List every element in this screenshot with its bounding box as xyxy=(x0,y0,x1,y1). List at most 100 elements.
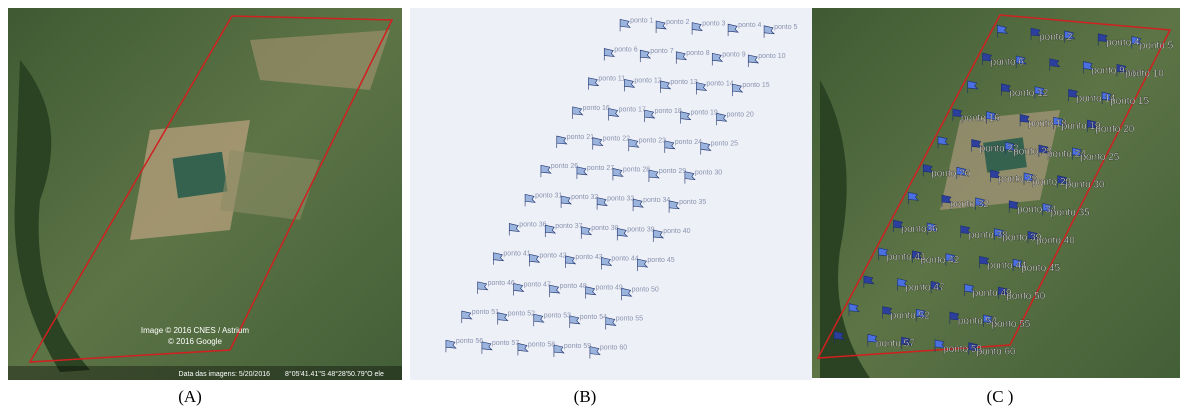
point-label: ponto 45 xyxy=(647,257,674,264)
point-label: ponto 58 xyxy=(528,341,555,348)
point-flag xyxy=(603,48,616,61)
point-flag xyxy=(572,106,584,119)
point-label: ponto 26 xyxy=(551,163,578,170)
point-label: ponto 34 xyxy=(643,197,670,204)
point-label: ponto 20 xyxy=(727,111,754,118)
point-label: ponto 5 xyxy=(774,24,797,31)
point-flag xyxy=(481,341,493,354)
point-flag xyxy=(655,20,667,33)
point-label: ponto 35 xyxy=(1051,208,1090,219)
panel-b xyxy=(410,8,812,380)
point-pin xyxy=(1012,258,1024,272)
point-flag xyxy=(601,257,613,270)
point-flag xyxy=(644,109,656,123)
point-label: ponto 24 xyxy=(1047,149,1086,160)
point-pin xyxy=(982,52,994,66)
point-label: ponto 37 xyxy=(555,223,582,230)
point-label: ponto 4 xyxy=(738,22,761,29)
image-credit: Data das imagens: 5/20/2016 xyxy=(179,371,271,378)
point-pin xyxy=(983,314,995,327)
point-flag xyxy=(565,255,577,268)
point-pin xyxy=(1030,27,1042,41)
point-flag xyxy=(556,135,568,149)
point-flag xyxy=(493,252,505,265)
point-pin xyxy=(1049,58,1061,71)
point-label: ponto 23 xyxy=(639,137,666,144)
point-pin xyxy=(878,247,890,260)
point-pin xyxy=(964,283,976,297)
point-label: ponto 21 xyxy=(567,134,594,141)
point-flag xyxy=(461,310,473,324)
point-label: ponto 16 xyxy=(961,113,1000,124)
panel-caption: (A) xyxy=(178,387,202,406)
point-flag xyxy=(560,195,572,208)
point-flag xyxy=(553,344,565,358)
point-label: ponto 60 xyxy=(600,345,627,352)
point-label: ponto 33 xyxy=(607,196,634,203)
point-label: ponto 2 xyxy=(666,19,689,26)
point-pin xyxy=(979,256,991,269)
point-label: ponto 2 xyxy=(1039,32,1073,43)
point-pin xyxy=(926,222,938,235)
point-flag xyxy=(544,224,557,238)
point-label: ponto 23 xyxy=(1013,146,1052,157)
point-flag xyxy=(639,49,652,63)
point-label: ponto 4 xyxy=(1106,38,1140,49)
point-label: ponto 1 xyxy=(630,17,653,24)
point-flag xyxy=(628,138,640,152)
point-label: ponto 28 xyxy=(998,174,1037,185)
point-pin xyxy=(941,194,953,208)
point-pin xyxy=(1038,144,1050,158)
point-label: ponto 32 xyxy=(950,199,989,210)
point-label: ponto 10 xyxy=(1125,68,1164,79)
point-label: ponto 57 xyxy=(876,338,915,349)
point-label: ponto 45 xyxy=(1021,263,1060,274)
point-pin xyxy=(952,108,964,121)
point-flag xyxy=(691,22,703,35)
point-label: ponto 7 xyxy=(650,48,673,55)
point-label: ponto 56 xyxy=(456,338,483,345)
point-label: ponto 6 xyxy=(614,47,637,54)
point-flag xyxy=(524,194,536,207)
point-label: ponto 14 xyxy=(1077,93,1116,104)
point-flag xyxy=(732,83,744,97)
point-flag xyxy=(569,315,581,328)
point-label: ponto 20 xyxy=(1095,124,1134,135)
point-label: ponto 38 xyxy=(969,230,1008,241)
point-pin xyxy=(968,342,980,355)
point-flag xyxy=(652,229,665,242)
point-pin xyxy=(1004,141,1017,155)
point-pin xyxy=(1083,61,1095,74)
point-label: ponto 55 xyxy=(616,315,643,322)
point-label: ponto 55 xyxy=(991,319,1030,330)
point-label: ponto 53 xyxy=(544,312,571,319)
point-flag xyxy=(621,287,633,301)
point-label: ponto 49 xyxy=(596,285,623,292)
point-label: ponto 44 xyxy=(988,260,1027,271)
point-label: ponto 19 xyxy=(1062,121,1101,132)
point-label: ponto 19 xyxy=(691,110,718,117)
point-pin xyxy=(990,169,1002,183)
point-flag xyxy=(632,198,644,212)
point-pin xyxy=(893,219,905,233)
point-flag xyxy=(513,283,525,296)
point-pin xyxy=(1027,230,1039,244)
point-pin xyxy=(1068,89,1080,102)
point-pin xyxy=(937,136,949,149)
point-pin xyxy=(922,164,935,177)
point-pin xyxy=(1072,147,1084,160)
point-pin xyxy=(863,275,875,288)
point-label: ponto 25 xyxy=(1080,152,1119,163)
point-label: ponto 27 xyxy=(587,165,614,172)
point-pin xyxy=(960,225,972,238)
point-pin xyxy=(1053,116,1065,130)
point-pin xyxy=(1019,114,1031,127)
point-pin xyxy=(945,253,957,266)
point-label: ponto 8 xyxy=(686,50,709,57)
point-flag xyxy=(711,52,724,66)
point-flag xyxy=(616,227,629,241)
point-pin xyxy=(1057,175,1069,188)
point-label: ponto 32 xyxy=(571,194,598,201)
point-pin xyxy=(901,336,913,350)
point-label: ponto 15 xyxy=(1110,96,1149,107)
